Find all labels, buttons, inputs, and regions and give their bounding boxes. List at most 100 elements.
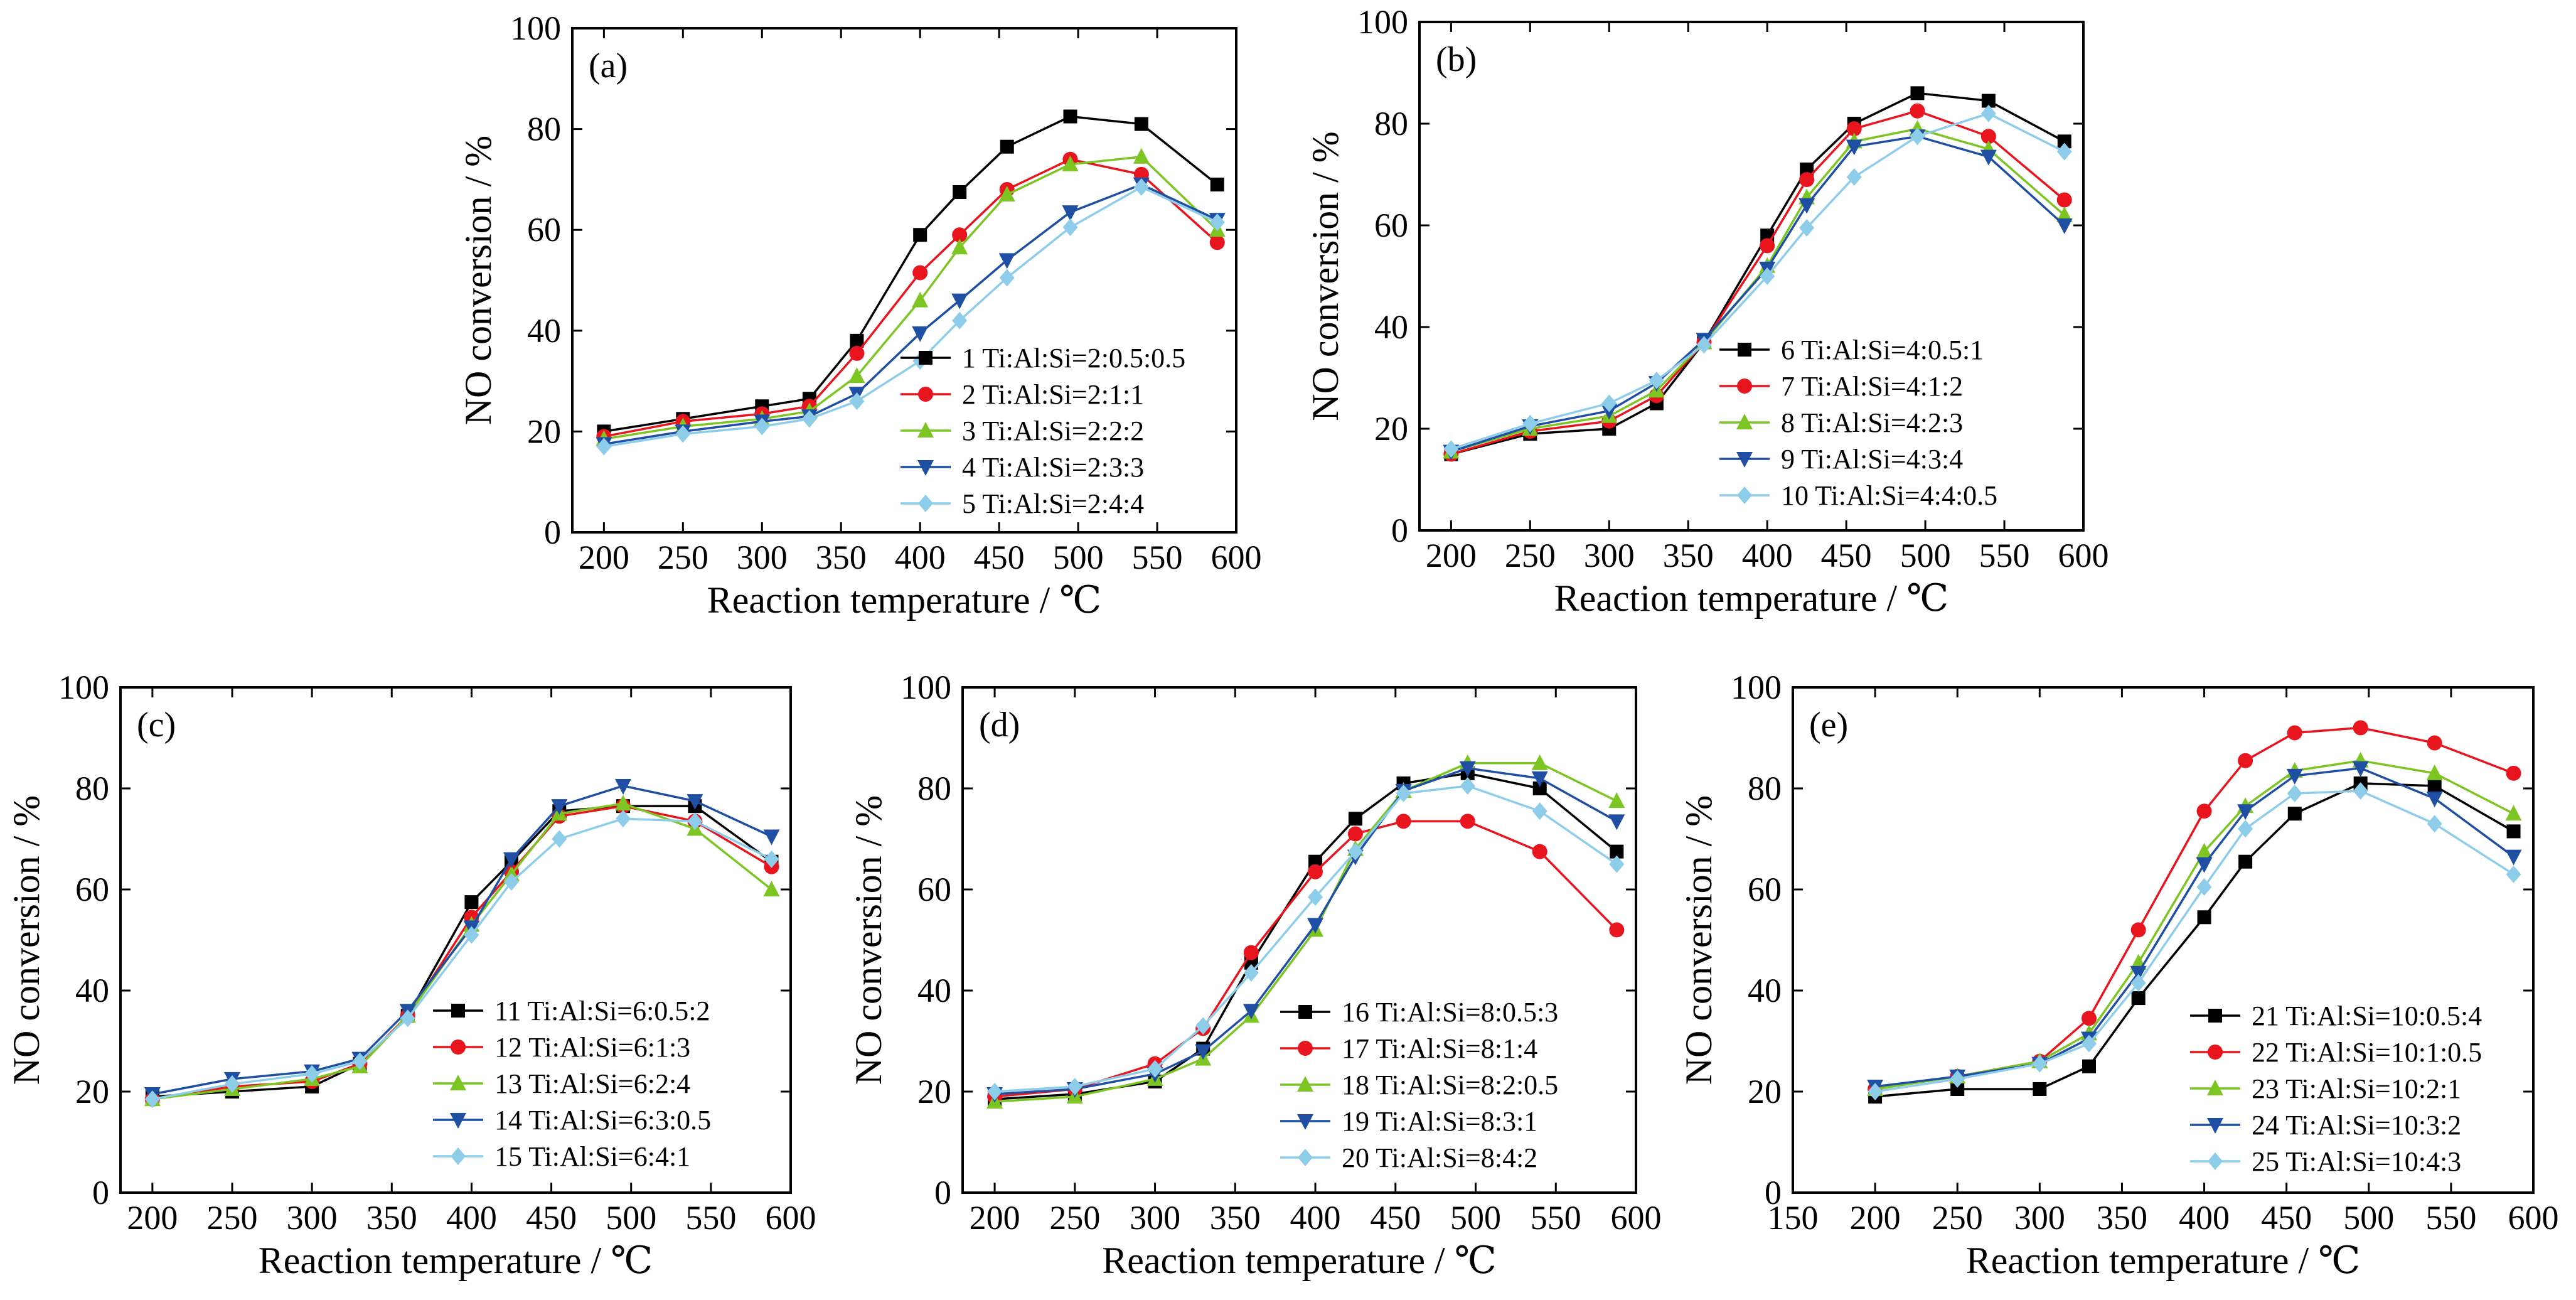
y-tick-label: 60 (917, 871, 951, 908)
data-point (1396, 785, 1411, 803)
x-tick-label: 200 (127, 1199, 178, 1237)
data-point (764, 850, 779, 868)
data-point (1348, 812, 1362, 826)
x-tick-label: 200 (579, 539, 629, 576)
data-point (2196, 842, 2213, 859)
axis-ticks: 200 250 300 350 400 450 500 550 600 0 20 40 60 80 100 (1357, 3, 2109, 574)
legend-label: 3 Ti:Al:Si=2:2:2 (962, 416, 1144, 446)
data-point (1798, 198, 1815, 214)
data-point (2237, 804, 2254, 820)
x-tick-label: 500 (1450, 1199, 1501, 1237)
axis-ticks: 200 250 300 350 400 450 500 550 600 0 20 40 60 80 100 (510, 9, 1262, 576)
data-point (1134, 117, 1148, 131)
x-tick-label: 450 (1821, 537, 1872, 574)
legend-item: 9 Ti:Al:Si=4:3:4 (1719, 444, 1963, 475)
x-tick-label: 350 (1663, 537, 1714, 574)
series-1 (597, 109, 1224, 439)
data-point (1760, 267, 1775, 285)
legend-label: 7 Ti:Al:Si=4:1:2 (1781, 371, 1963, 402)
y-tick-label: 100 (510, 9, 561, 47)
legend-marker (450, 1075, 466, 1090)
data-point (2238, 820, 2253, 838)
legend-marker (450, 1113, 466, 1129)
series-line (1450, 92, 2065, 456)
legend-marker (919, 351, 933, 365)
y-tick-label: 100 (58, 669, 109, 706)
legend-label: 21 Ti:Al:Si=10:0.5:4 (2252, 1001, 2482, 1031)
legend: 11 Ti:Al:Si=6:0.5:2 12 Ti:Al:Si=6:1:3 13 T… (433, 996, 711, 1172)
x-tick-label: 450 (974, 539, 1025, 576)
data-point (1531, 754, 1548, 770)
x-tick-label: 350 (366, 1199, 417, 1237)
data-point (1067, 1077, 1082, 1095)
data-point (1209, 213, 1225, 232)
x-tick-label: 350 (1210, 1199, 1261, 1237)
y-axis-title: NO conversion / % (6, 795, 47, 1085)
y-tick-label: 0 (92, 1174, 109, 1211)
x-tick-label: 450 (2261, 1199, 2312, 1237)
panel-tag: (e) (1809, 706, 1848, 744)
data-point (2353, 720, 2368, 736)
data-point (1347, 826, 1363, 842)
data-point (1460, 814, 1475, 829)
data-point (801, 410, 817, 428)
data-point (1307, 918, 1324, 934)
data-point (998, 253, 1015, 269)
plot-frame (1418, 21, 2085, 532)
legend-item: 20 Ti:Al:Si=8:4:2 (1280, 1142, 1537, 1173)
data-point (1195, 1017, 1211, 1035)
data-point (2426, 792, 2443, 808)
data-point (912, 326, 929, 342)
data-point (2032, 1055, 2048, 1073)
series-4 (1443, 129, 2073, 461)
data-point (999, 269, 1015, 287)
x-tick-label: 600 (2058, 537, 2109, 574)
data-point (763, 829, 780, 846)
x-tick-label: 600 (1211, 539, 1262, 576)
series-line (1450, 109, 2065, 456)
data-point (464, 926, 479, 944)
legend-label: 14 Ti:Al:Si=6:3:0.5 (494, 1105, 711, 1136)
x-tick-label: 500 (1053, 539, 1104, 576)
plot-frame (571, 27, 1237, 534)
legend-item: 13 Ti:Al:Si=6:2:4 (433, 1068, 690, 1099)
data-point (952, 311, 968, 330)
axis-ticks: 150 200 250 300 350 400 450 500 550 600 0 20 40 60 80 1… (1731, 669, 2559, 1237)
data-point (2056, 206, 2073, 222)
x-axis-title: Reaction temperature / ℃ (707, 579, 1102, 621)
legend-marker (451, 1004, 465, 1018)
data-point (2505, 805, 2522, 821)
legend-label: 16 Ti:Al:Si=8:0.5:3 (1342, 997, 1558, 1028)
legend: 21 Ti:Al:Si=10:0.5:4 22 Ti:Al:Si=10:1:0.5… (2190, 1001, 2482, 1177)
data-point (1868, 1083, 1883, 1100)
x-tick-label: 550 (1132, 539, 1183, 576)
data-point (1133, 148, 1150, 164)
legend-label: 4 Ti:Al:Si=2:3:3 (962, 452, 1144, 483)
data-point (1195, 1044, 1212, 1060)
data-point (2056, 218, 2073, 234)
data-point (1980, 149, 1997, 166)
data-point (1608, 814, 1625, 830)
x-tick-label: 300 (1130, 1199, 1180, 1237)
y-tick-label: 80 (1374, 105, 1408, 142)
data-point (1760, 238, 1775, 254)
y-tick-label: 20 (75, 1073, 109, 1110)
data-point (551, 799, 568, 815)
x-tick-label: 250 (207, 1199, 258, 1237)
data-point (1608, 792, 1625, 808)
data-point (504, 873, 519, 891)
legend-label: 12 Ti:Al:Si=6:1:3 (494, 1032, 690, 1063)
data-point (1243, 964, 1259, 982)
data-point (2506, 824, 2521, 839)
panel-tag: (d) (979, 706, 1020, 744)
legend-marker (1738, 343, 1751, 357)
legend-item: 15 Ti:Al:Si=6:4:1 (433, 1141, 690, 1172)
data-point (1609, 855, 1625, 873)
data-point (2082, 1059, 2096, 1073)
data-point (1799, 219, 1815, 237)
panel-tag: (b) (1436, 40, 1477, 79)
data-point (953, 185, 967, 199)
data-point (552, 830, 567, 848)
data-point (1980, 104, 1996, 122)
